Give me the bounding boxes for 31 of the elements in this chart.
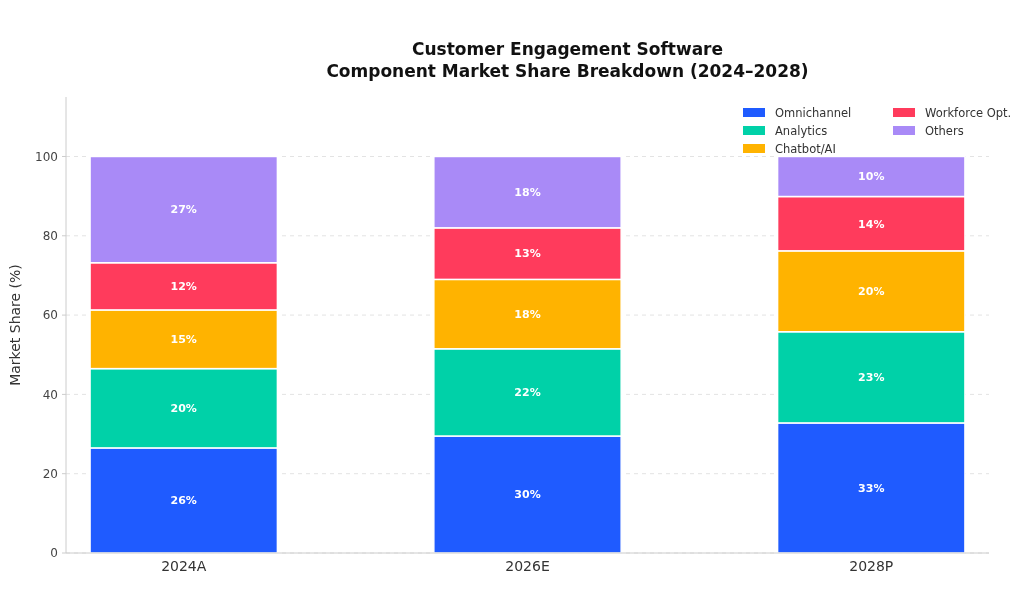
data-label: 26% (170, 494, 197, 508)
x-tick-label: 2024A (161, 558, 207, 574)
data-label: 10% (858, 170, 885, 184)
legend-label: Analytics (775, 124, 828, 139)
data-label: 23% (858, 371, 885, 385)
data-label: 18% (514, 186, 541, 200)
y-tick-label: 100 (35, 149, 58, 164)
data-label: 15% (170, 333, 197, 347)
y-tick-label: 80 (42, 228, 58, 243)
data-label: 20% (170, 402, 197, 416)
legend-label: Workforce Opt. (925, 106, 1012, 121)
legend-label: Others (925, 124, 964, 139)
y-tick-label: 60 (42, 308, 58, 323)
data-label: 12% (170, 280, 197, 294)
data-label: 27% (170, 203, 197, 217)
data-label: 30% (514, 488, 541, 502)
legend-label: Omnichannel (775, 106, 852, 121)
y-tick-label: 0 (50, 546, 58, 561)
data-label: 13% (514, 247, 541, 261)
data-label: 18% (514, 307, 541, 321)
x-tick-label: 2026E (505, 558, 550, 574)
data-label: 22% (514, 386, 541, 400)
x-tick-label: 2028P (849, 558, 894, 574)
y-tick-label: 40 (42, 387, 58, 402)
data-label: 14% (858, 217, 885, 231)
data-label: 20% (858, 285, 885, 299)
y-tick-label: 20 (42, 466, 58, 481)
y-axis-title: Market Share (%) (7, 264, 23, 386)
data-label: 33% (858, 481, 885, 495)
legend-label: Chatbot/AI (775, 142, 836, 157)
chart-title: Customer Engagement Software Component Market Share Breakdown (2024–2028) (326, 39, 809, 81)
